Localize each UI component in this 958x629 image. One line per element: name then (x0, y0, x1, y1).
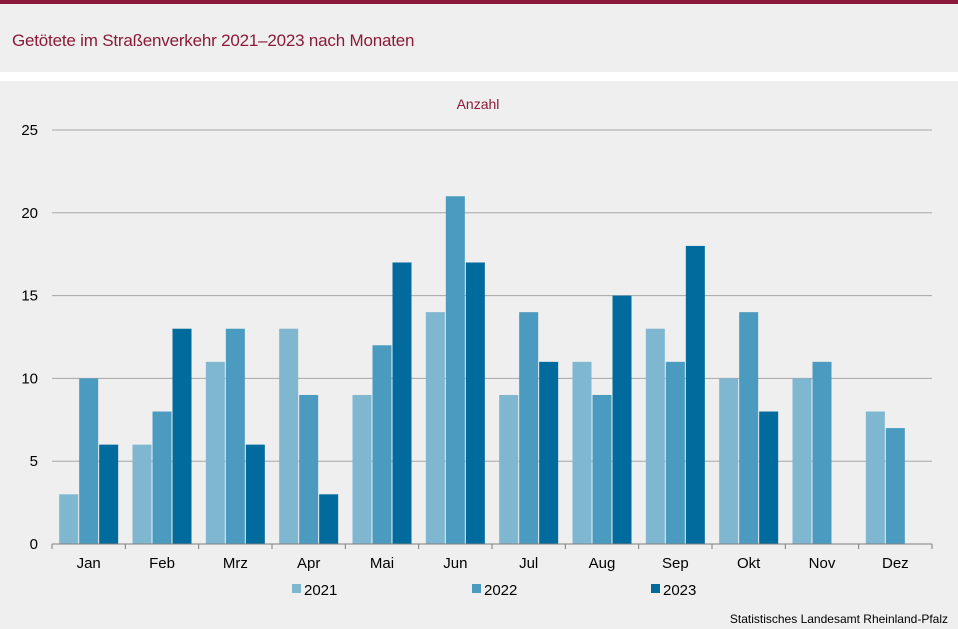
x-tick-label-mai: Mai (370, 555, 394, 572)
legend-swatch-2022 (472, 584, 481, 593)
bar-jul-2023 (539, 361, 559, 544)
top-accent-rule (0, 0, 958, 4)
bar-sep-2022 (665, 361, 685, 544)
legend-swatch-2021 (292, 584, 301, 593)
bar-dez-2022 (885, 428, 905, 544)
bar-apr-2023 (319, 494, 339, 544)
y-tick-label-10: 10 (21, 370, 38, 387)
y-axis-tick-labels: 0 5 10 15 20 25 (21, 122, 38, 553)
x-tick-label-jun: Jun (443, 555, 467, 572)
bar-nov-2022 (812, 361, 832, 544)
bar-aug-2023 (612, 295, 632, 544)
x-tick-label-jul: Jul (519, 555, 538, 572)
bar-jul-2021 (499, 394, 519, 544)
bars (59, 196, 905, 545)
gridlines (52, 129, 932, 462)
bar-mrz-2022 (225, 328, 245, 544)
bar-jan-2022 (79, 378, 99, 544)
source-note: Statistisches Landesamt Rheinland-Pfalz (729, 612, 948, 626)
y-tick-label-15: 15 (21, 288, 38, 305)
y-tick-label-25: 25 (21, 122, 38, 139)
bar-sep-2021 (645, 328, 665, 544)
bar-sep-2023 (685, 245, 705, 545)
bar-mrz-2021 (205, 361, 225, 544)
bar-mai-2021 (352, 394, 372, 544)
bar-jan-2021 (59, 494, 79, 544)
x-tick-label-apr: Apr (297, 555, 320, 572)
bar-jul-2022 (519, 312, 539, 544)
bar-mai-2023 (392, 262, 412, 544)
bar-apr-2021 (279, 328, 299, 544)
bar-aug-2022 (592, 394, 612, 544)
bar-apr-2022 (299, 394, 319, 544)
y-tick-label-5: 5 (30, 453, 38, 470)
bar-jun-2021 (425, 312, 445, 544)
x-tick-label-feb: Feb (149, 555, 175, 572)
x-axis: Jan Feb Mrz Apr Mai Jun Jul Aug Sep Okt Nov Dez (51, 543, 933, 572)
legend-label-2021: 2021 (304, 582, 337, 599)
unit-label: Anzahl (457, 96, 500, 112)
legend-swatch-2023 (651, 584, 660, 593)
bar-feb-2022 (152, 411, 172, 544)
legend: 2021 2022 2023 (292, 582, 696, 599)
bar-jan-2023 (99, 444, 119, 544)
bar-mrz-2023 (245, 444, 265, 544)
x-tick-label-sep: Sep (662, 555, 689, 572)
bar-dez-2021 (865, 411, 885, 544)
bar-okt-2021 (719, 378, 739, 544)
bar-jun-2023 (465, 262, 485, 544)
bar-nov-2021 (792, 378, 812, 544)
chart-title: Getötete im Straßenverkehr 2021–2023 nac… (12, 31, 415, 50)
x-tick-label-okt: Okt (737, 555, 761, 572)
bar-aug-2021 (572, 361, 592, 544)
y-tick-label-0: 0 (30, 536, 38, 553)
x-tick-label-jan: Jan (77, 555, 101, 572)
x-tick-label-nov: Nov (809, 555, 836, 572)
legend-label-2023: 2023 (663, 582, 696, 599)
bar-okt-2022 (739, 312, 759, 544)
bar-okt-2023 (759, 411, 779, 544)
y-tick-label-20: 20 (21, 205, 38, 222)
bar-jun-2022 (445, 196, 465, 545)
legend-label-2022: 2022 (484, 582, 517, 599)
x-tick-label-dez: Dez (882, 555, 909, 572)
bar-feb-2021 (132, 444, 152, 544)
x-tick-label-aug: Aug (589, 555, 616, 572)
bar-feb-2023 (172, 328, 192, 544)
header-divider (0, 72, 958, 81)
x-tick-label-mrz: Mrz (223, 555, 248, 572)
bar-mai-2022 (372, 345, 392, 544)
